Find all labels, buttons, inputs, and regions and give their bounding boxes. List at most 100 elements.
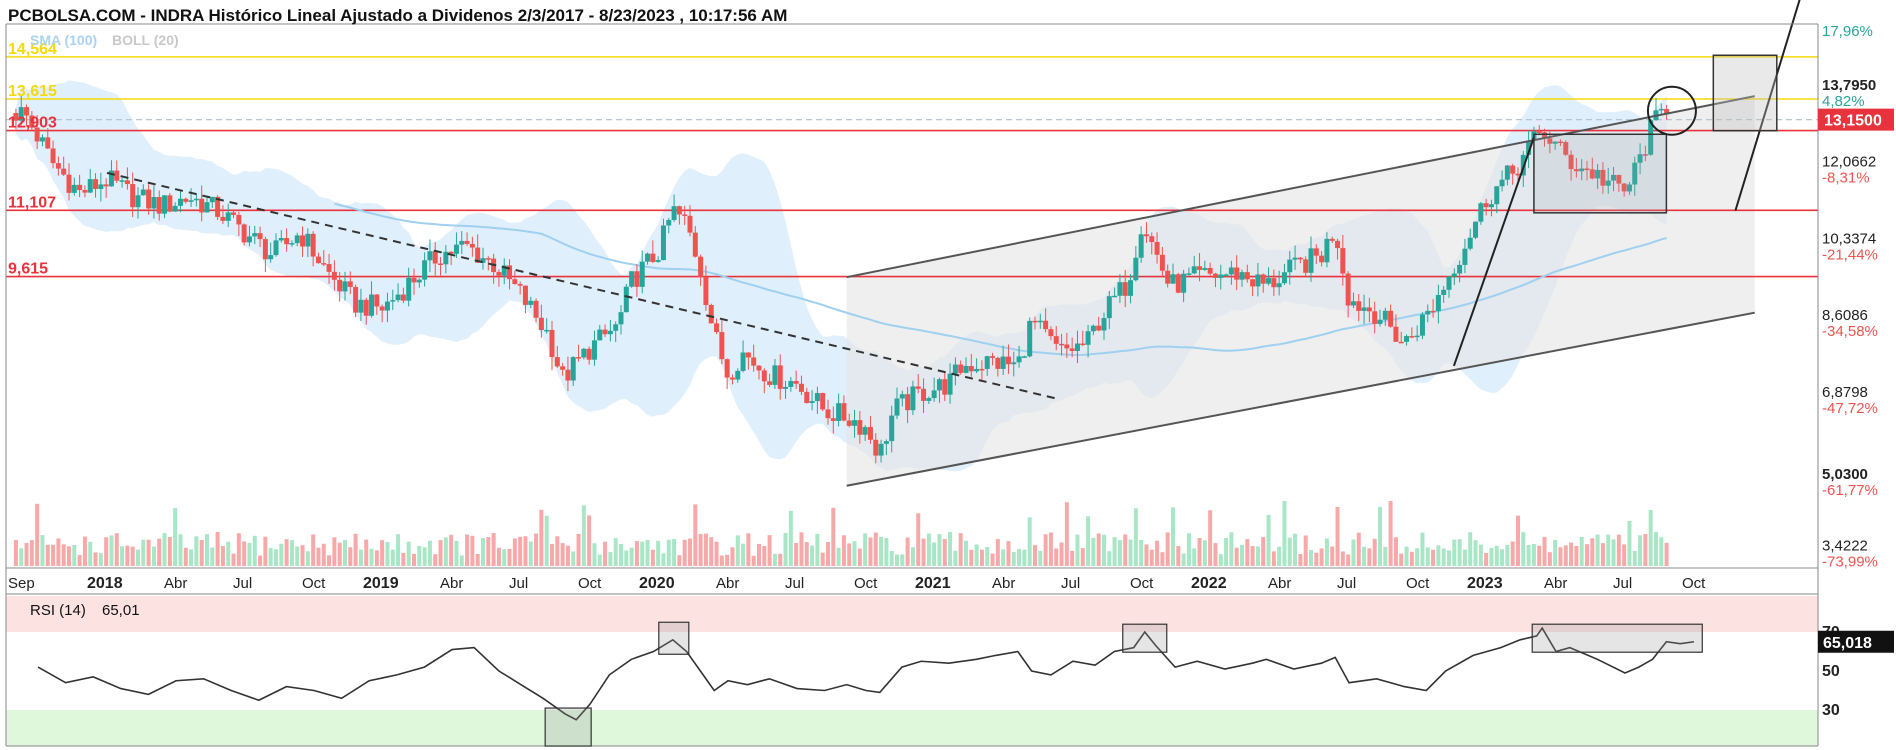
volume-bar — [1648, 509, 1653, 566]
volume-bar — [1144, 544, 1149, 566]
candle-body — [172, 205, 178, 212]
candle-body — [1297, 257, 1303, 260]
candle-body — [942, 379, 948, 395]
candle-body — [18, 107, 24, 121]
volume-bar — [613, 538, 618, 566]
candle-body — [1435, 294, 1441, 312]
candle-body — [947, 373, 953, 395]
price-tick-label: 5,0300 — [1822, 466, 1868, 483]
candle-body — [984, 356, 990, 369]
volume-bar — [778, 553, 783, 566]
volume-bar — [990, 553, 995, 566]
candle-body — [1579, 168, 1585, 172]
volume-bar — [597, 554, 602, 566]
candle-body — [252, 233, 258, 237]
volume-bar — [751, 555, 756, 566]
volume-bar — [528, 541, 533, 566]
candle-body — [974, 368, 980, 372]
candle-body — [512, 279, 518, 285]
volume-bar — [1202, 540, 1207, 566]
volume-bar — [433, 554, 438, 566]
candle-body — [93, 179, 99, 189]
volume-bar — [438, 540, 443, 566]
volume-bar — [66, 546, 71, 566]
volume-bar — [730, 547, 735, 566]
volume-bar — [799, 532, 804, 566]
volume-bar — [449, 534, 454, 566]
volume-bar — [921, 538, 926, 566]
candle-body — [581, 348, 587, 358]
volume-bar — [1622, 544, 1627, 566]
candle-body — [1027, 320, 1033, 357]
candle-body — [220, 216, 226, 221]
candle-body — [703, 276, 709, 305]
candle-body — [390, 300, 396, 302]
volume-bar — [1027, 517, 1032, 566]
volume-bar — [417, 545, 422, 566]
boll-legend: BOLL (20) — [112, 32, 179, 48]
candle-body — [522, 285, 528, 305]
volume-bar — [698, 533, 703, 566]
volume-bar — [603, 541, 608, 566]
candle-body — [1165, 270, 1171, 284]
volume-bar — [661, 553, 666, 566]
volume-bar — [1170, 507, 1175, 566]
volume-bar — [963, 540, 968, 566]
volume-bar — [1117, 540, 1122, 566]
volume-bar — [650, 549, 655, 566]
candle-body — [729, 377, 735, 380]
volume-bar — [1181, 553, 1186, 566]
candle-body — [1138, 234, 1144, 258]
candle-body — [1149, 236, 1155, 243]
candle-body — [71, 184, 77, 193]
volume-bar — [353, 533, 358, 566]
candle-body — [660, 225, 666, 261]
volume-bar — [868, 537, 873, 566]
candle-body — [1356, 301, 1362, 311]
consolidation-box — [1533, 133, 1668, 214]
sma-100-line — [334, 202, 1667, 356]
volume-bar — [231, 553, 236, 566]
time-tick-label: Jul — [1337, 575, 1356, 592]
candle-body — [443, 251, 449, 265]
volume-bar — [884, 537, 889, 566]
volume-bar — [703, 533, 708, 566]
volume-bar — [1563, 545, 1568, 566]
volume-bar — [725, 554, 730, 566]
candle-body — [1637, 154, 1643, 163]
volume-bar — [1584, 544, 1589, 566]
candle-body — [1642, 154, 1648, 156]
volume-bar — [1128, 539, 1133, 566]
candle-body — [135, 195, 141, 208]
candle-body — [1255, 274, 1261, 287]
volume-bar — [1096, 533, 1101, 566]
volume-bar — [693, 504, 698, 566]
candle-body — [1388, 310, 1394, 327]
candle-body — [130, 184, 136, 208]
candle-body — [1202, 267, 1208, 270]
volume-bar — [470, 535, 475, 566]
volume-bar — [348, 547, 353, 566]
candle-body — [305, 233, 311, 247]
volume-bar — [1436, 545, 1441, 566]
volume-bar — [544, 515, 549, 566]
volume-bar — [910, 547, 915, 566]
candle-body — [1313, 248, 1319, 256]
volume-bar — [1064, 502, 1069, 566]
rsi-line — [37, 626, 1695, 721]
volume-bar — [178, 534, 183, 566]
candle-body — [353, 286, 359, 313]
volume-bar — [1048, 532, 1053, 566]
time-tick-label: 2021 — [915, 575, 951, 592]
candle-body — [284, 238, 290, 245]
volume-bar — [162, 533, 167, 566]
volume-bar — [672, 539, 677, 566]
volume-bar — [1531, 543, 1536, 566]
volume-bar — [29, 540, 34, 566]
volume-bar — [1308, 549, 1313, 566]
candle-body — [1175, 274, 1181, 293]
volume-bar — [1457, 539, 1462, 566]
volume-bar — [810, 545, 815, 566]
volume-bar — [135, 549, 140, 566]
